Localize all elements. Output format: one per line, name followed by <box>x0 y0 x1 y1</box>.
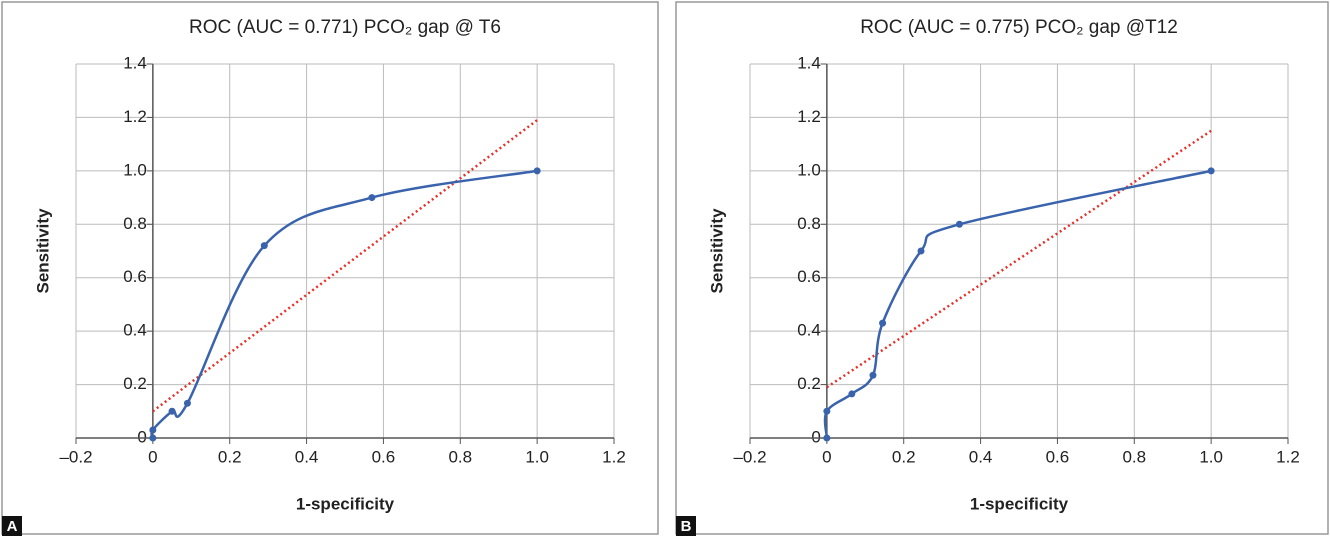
data-point <box>917 247 925 255</box>
x-tick-label: 0.2 <box>218 447 242 466</box>
y-tick-label: 1.4 <box>123 53 147 72</box>
y-tick-label: 1.2 <box>123 107 147 126</box>
data-point <box>823 407 831 415</box>
x-tick-label: 0.8 <box>1122 447 1146 466</box>
y-tick-label: 0 <box>811 427 820 446</box>
x-axis-label: 1-specificity <box>970 494 1069 513</box>
data-point <box>149 434 157 442</box>
y-tick-label: 0.6 <box>797 267 821 286</box>
y-tick-label: 1.0 <box>123 160 147 179</box>
panel-border <box>1 1 659 535</box>
x-tick-label: 1.0 <box>525 447 549 466</box>
x-tick-label: –0.2 <box>59 447 92 466</box>
panel-label: B <box>681 518 692 535</box>
y-tick-label: 0.2 <box>123 374 147 393</box>
x-tick-label: 0 <box>822 447 831 466</box>
data-point <box>183 399 191 407</box>
x-tick-label: 0 <box>148 447 157 466</box>
roc-curve <box>150 169 538 439</box>
data-point <box>879 319 887 327</box>
trend-line <box>826 129 1212 389</box>
x-tick-label: 0.4 <box>969 447 993 466</box>
y-tick-label: 1.4 <box>797 53 821 72</box>
data-point <box>869 371 877 379</box>
chart-title: ROC (AUC = 0.775) PCO₂ gap @T12 <box>860 17 1178 38</box>
x-tick-label: 1.2 <box>1276 447 1300 466</box>
panel-label: A <box>7 518 18 535</box>
x-tick-label: 1.2 <box>602 447 626 466</box>
panel-label-box <box>2 516 22 536</box>
y-axis-label: Sensitivity <box>33 208 52 294</box>
data-point <box>823 434 831 442</box>
y-axis-label: Sensitivity <box>707 208 726 294</box>
x-tick-label: 1.0 <box>1199 447 1223 466</box>
y-tick-label: 0.6 <box>123 267 147 286</box>
y-tick-label: 0.2 <box>797 374 821 393</box>
y-tick-label: 0.8 <box>123 214 147 233</box>
panel-label-box <box>676 516 696 536</box>
x-tick-label: –0.2 <box>733 447 766 466</box>
data-point <box>149 426 157 434</box>
data-point <box>955 220 963 228</box>
x-tick-label: 0.2 <box>892 447 916 466</box>
trend-line <box>152 119 538 413</box>
x-tick-label: 0.8 <box>448 447 472 466</box>
x-axis-label: 1-specificity <box>296 494 395 513</box>
data-point <box>260 242 268 250</box>
y-tick-label: 0.4 <box>123 321 147 340</box>
y-tick-label: 0 <box>137 427 146 446</box>
roc-curve <box>823 169 1212 439</box>
x-tick-label: 0.6 <box>1046 447 1070 466</box>
data-point <box>168 407 176 415</box>
y-tick-label: 0.8 <box>797 214 821 233</box>
y-tick-label: 1.0 <box>797 160 821 179</box>
data-point <box>1207 167 1215 175</box>
y-tick-label: 1.2 <box>797 107 821 126</box>
x-tick-label: 0.4 <box>295 447 319 466</box>
data-point <box>848 390 856 398</box>
x-tick-label: 0.6 <box>372 447 396 466</box>
panel-border <box>675 1 1329 535</box>
data-point <box>368 194 376 202</box>
chart-title: ROC (AUC = 0.771) PCO₂ gap @ T6 <box>189 17 501 38</box>
y-tick-label: 0.4 <box>797 321 821 340</box>
data-point <box>533 167 541 175</box>
